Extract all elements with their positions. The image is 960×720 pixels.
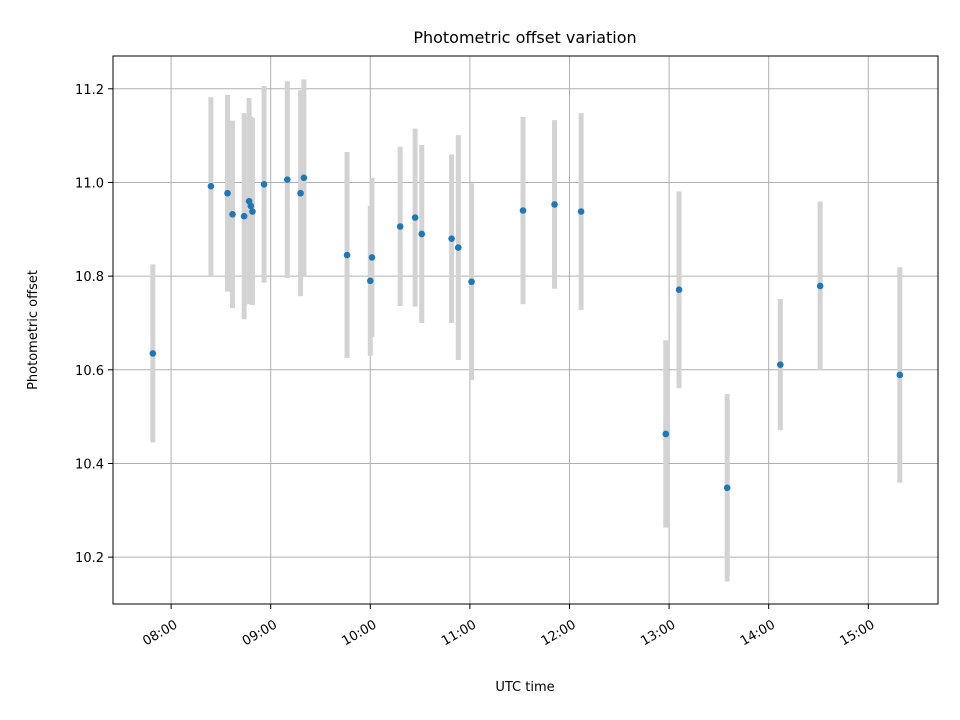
data-point (247, 202, 255, 210)
data-point (723, 484, 731, 492)
data-point (454, 244, 462, 251)
y-tick-label: 10.6 (75, 364, 104, 379)
data-point (396, 223, 404, 230)
data-point (896, 371, 904, 379)
point-layer (149, 174, 904, 492)
data-point (368, 254, 376, 261)
y-tick-label: 11.2 (75, 83, 104, 98)
y-tick-label: 10.4 (75, 457, 104, 472)
data-point (229, 211, 236, 218)
data-point (249, 208, 256, 215)
data-point (519, 207, 527, 214)
data-point (260, 181, 268, 188)
data-point (777, 361, 784, 368)
data-point (343, 251, 351, 259)
plot-frame (112, 55, 939, 605)
x-axis-label: UTC time (495, 680, 554, 695)
data-point (240, 212, 248, 220)
data-point (149, 350, 157, 357)
chart-title: Photometric offset variation (413, 28, 636, 47)
data-point (366, 277, 374, 285)
y-tick-label: 11.0 (75, 176, 104, 191)
data-point (283, 176, 291, 183)
data-point (297, 189, 304, 197)
data-point (418, 230, 426, 238)
y-tick-label: 10.8 (75, 270, 104, 285)
data-point (207, 182, 215, 190)
data-point (675, 286, 683, 294)
y-axis-label: Photometric offset (26, 270, 41, 390)
data-point (551, 201, 558, 208)
y-tick-label: 10.2 (75, 551, 104, 566)
data-point (300, 174, 308, 182)
data-point (662, 430, 670, 438)
data-point (577, 208, 585, 215)
data-point (224, 189, 231, 197)
data-point (468, 278, 475, 286)
data-point (411, 214, 419, 221)
data-point (448, 235, 455, 242)
data-point (816, 282, 824, 290)
